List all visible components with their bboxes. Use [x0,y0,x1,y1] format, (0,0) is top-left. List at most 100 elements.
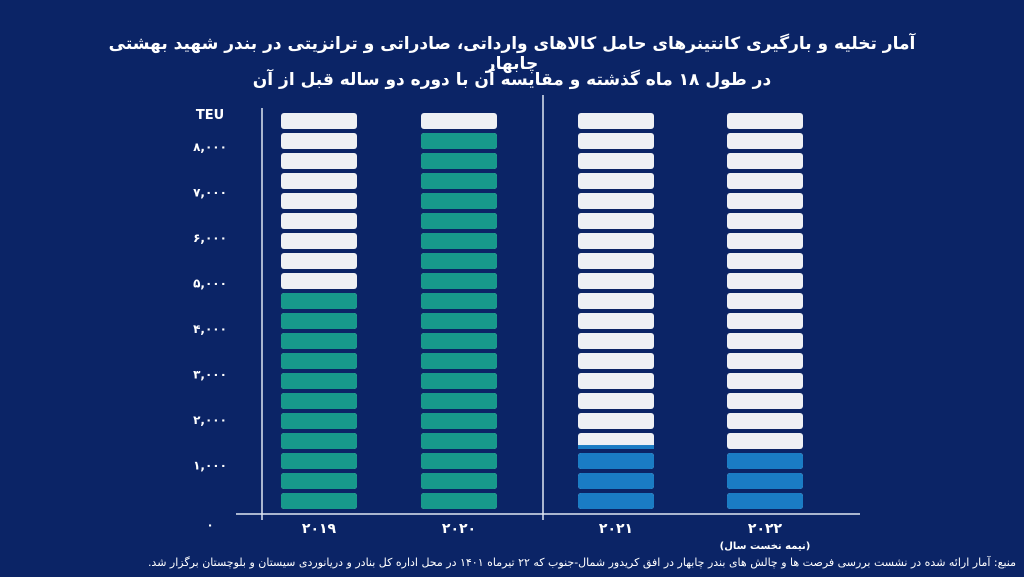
empty-block [727,113,803,129]
x-tick-label: ۲۰۱۹ [302,521,337,537]
filled-block [421,133,497,149]
empty-block [727,213,803,229]
y-tick-label: ۷,۰۰۰ [193,186,227,200]
empty-block [727,253,803,269]
empty-block [727,193,803,209]
empty-block [281,193,357,209]
y-tick-label: ۶,۰۰۰ [193,231,227,245]
filled-block [421,473,497,489]
filled-block [281,413,357,429]
filled-block [421,433,497,449]
filled-block [421,233,497,249]
filled-block [727,473,803,489]
y-tick-label: ۱,۰۰۰ [193,459,227,473]
empty-block [727,153,803,169]
source-note: منبع: آمار ارائه شده در نشست بررسی فرصت … [147,556,1016,569]
empty-block [421,113,497,129]
filled-block [281,473,357,489]
filled-block [281,313,357,329]
empty-block [578,113,654,129]
empty-block [727,353,803,369]
empty-block [578,373,654,389]
bar-3 [727,113,803,509]
filled-block [421,273,497,289]
filled-block [421,313,497,329]
empty-block [578,393,654,409]
filled-block [421,213,497,229]
filled-block [421,453,497,469]
empty-block [281,253,357,269]
filled-block [421,373,497,389]
chart-title: آمار تخلیه و بارگیری کانتینرهای حامل کال… [108,34,916,74]
x-tick-note: (نیمه نخست سال) [720,541,811,552]
empty-block [281,273,357,289]
empty-block [281,153,357,169]
empty-block [281,113,357,129]
filled-block [421,333,497,349]
empty-block [727,313,803,329]
empty-block [578,413,654,429]
filled-block [281,353,357,369]
filled-block [578,493,654,509]
x-tick-label: ۲۰۲۰ [442,521,476,537]
empty-block [727,413,803,429]
empty-block [578,173,654,189]
empty-block [578,353,654,369]
empty-block [727,233,803,249]
y-tick-label: ۲,۰۰۰ [193,413,227,427]
empty-block [578,253,654,269]
filled-block [421,413,497,429]
filled-block [578,445,654,449]
filled-block [281,433,357,449]
filled-block [578,453,654,469]
filled-block [281,493,357,509]
filled-block [578,473,654,489]
empty-block [727,133,803,149]
empty-block [578,233,654,249]
empty-block [727,333,803,349]
empty-block [727,293,803,309]
empty-block [578,273,654,289]
y-tick-label: ۴,۰۰۰ [193,322,227,336]
empty-block [578,333,654,349]
x-tick-label: ۲۰۲۲ [748,521,783,537]
y-tick-label: ۵,۰۰۰ [193,277,227,291]
y-axis-label: TEU [196,108,224,123]
empty-block [727,393,803,409]
empty-block [727,373,803,389]
filled-block [421,353,497,369]
empty-block [727,173,803,189]
filled-block [281,453,357,469]
filled-block [281,393,357,409]
empty-block [281,173,357,189]
filled-block [421,193,497,209]
empty-block [578,153,654,169]
filled-block [421,293,497,309]
bar-0 [281,113,357,509]
filled-block [421,253,497,269]
filled-block [281,333,357,349]
empty-block [578,433,654,449]
filled-block [421,153,497,169]
y-tick-label: ۸,۰۰۰ [193,140,227,154]
bar-2 [578,113,654,509]
empty-block [727,433,803,449]
y-tick-label: ۰ [206,518,213,532]
empty-block [281,233,357,249]
filled-block [421,493,497,509]
empty-block [578,133,654,149]
empty-block [578,193,654,209]
x-tick-label: ۲۰۲۱ [599,521,633,537]
empty-block [281,133,357,149]
filled-block [727,453,803,469]
empty-block [281,213,357,229]
empty-block [578,313,654,329]
chart-subtitle: در طول ۱۸ ماه گذشته و مقایسه آن با دوره … [252,70,772,90]
empty-block [578,213,654,229]
empty-block [578,293,654,309]
filled-block [727,493,803,509]
filled-block [421,173,497,189]
filled-block [281,293,357,309]
empty-block [727,273,803,289]
